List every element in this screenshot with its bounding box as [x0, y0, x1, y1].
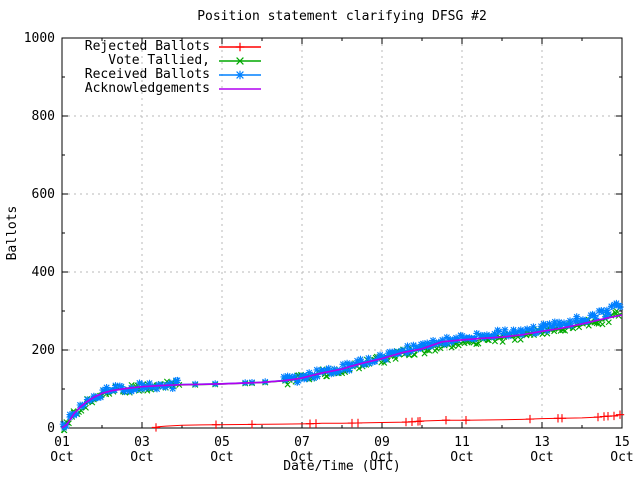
legend-label-received-ballots: Received Ballots [84, 67, 210, 82]
svg-text:600: 600 [32, 187, 55, 202]
series-markers-0 [151, 410, 625, 432]
svg-text:200: 200 [32, 343, 55, 358]
svg-text:15: 15 [614, 435, 630, 450]
series-markers-2 [59, 299, 624, 432]
svg-text:01: 01 [54, 435, 70, 450]
svg-text:Oct: Oct [450, 450, 473, 465]
legend-sample-acknowledgements [219, 88, 261, 90]
svg-text:Oct: Oct [130, 450, 153, 465]
svg-text:07: 07 [294, 435, 310, 450]
svg-text:Oct: Oct [370, 450, 393, 465]
legend-sample-rejected-ballots [219, 42, 261, 52]
series-line-0 [155, 413, 623, 429]
legend-label-acknowledgements: Acknowledgements [84, 81, 210, 96]
y-axis-label: Ballots [5, 205, 20, 261]
data-series [59, 299, 625, 434]
legend-item-rejected-ballots: Rejected Ballots [60, 40, 266, 54]
svg-text:Oct: Oct [210, 450, 233, 465]
svg-text:1000: 1000 [24, 31, 55, 46]
legend-label-vote-tallied: Vote Tallied, [108, 53, 210, 68]
svg-text:Oct: Oct [50, 450, 73, 465]
svg-text:0: 0 [47, 421, 55, 436]
legend: Rejected Ballots Vote Tallied, Received … [60, 40, 266, 96]
legend-label-rejected-ballots: Rejected Ballots [84, 39, 210, 54]
legend-sample-vote-tallied [219, 57, 261, 65]
legend-item-received-ballots: Received Ballots [60, 68, 266, 82]
legend-sample-received-ballots [219, 70, 261, 80]
svg-text:03: 03 [134, 435, 150, 450]
legend-item-vote-tallied: Vote Tallied, [60, 54, 266, 68]
svg-text:05: 05 [214, 435, 230, 450]
chart-title: Position statement clarifying DFSG #2 [197, 9, 487, 24]
svg-text:11: 11 [454, 435, 470, 450]
x-axis-label: Date/Time (UTC) [283, 459, 401, 474]
series-line-3 [61, 314, 623, 429]
svg-text:800: 800 [32, 109, 55, 124]
svg-text:09: 09 [374, 435, 390, 450]
legend-item-acknowledgements: Acknowledgements [60, 82, 266, 96]
svg-text:400: 400 [32, 265, 55, 280]
axis-ticks [61, 37, 623, 429]
tick-labels: 0200400600800100001Oct03Oct05Oct07Oct09O… [24, 31, 634, 465]
svg-text:13: 13 [534, 435, 550, 450]
svg-text:Oct: Oct [610, 450, 633, 465]
svg-text:Oct: Oct [530, 450, 553, 465]
svg-text:Oct: Oct [290, 450, 313, 465]
